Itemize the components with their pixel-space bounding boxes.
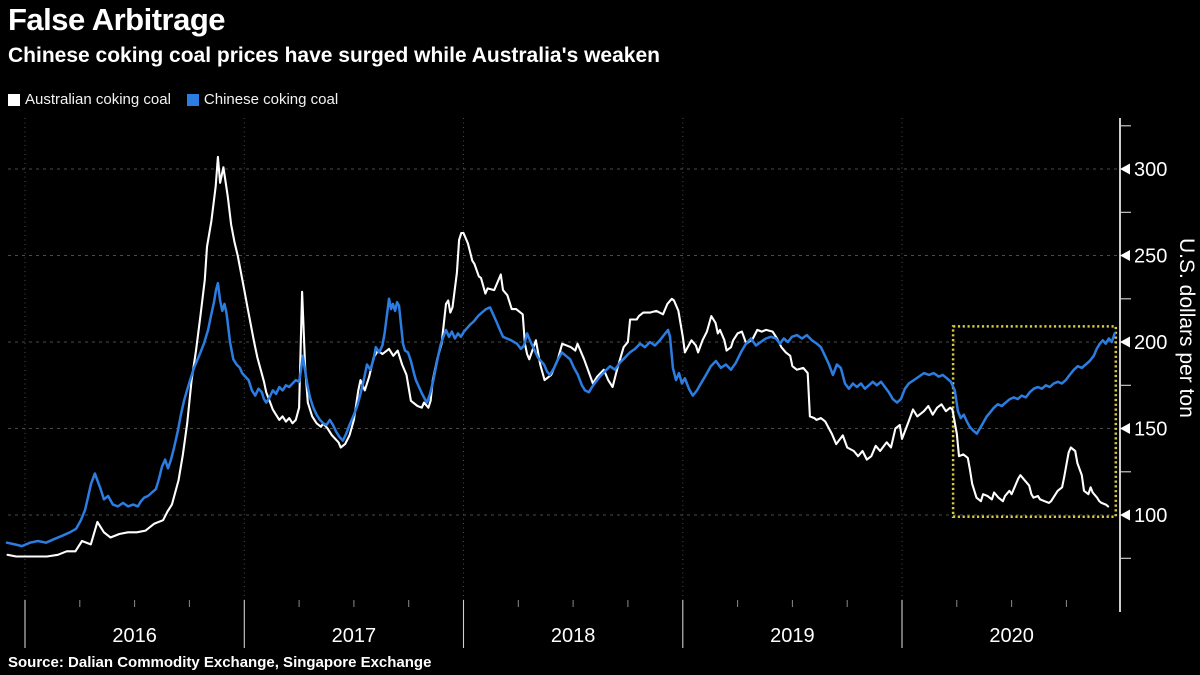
y-tick-arrow-icon [1120,509,1130,521]
legend-label-chinese: Chinese coking coal [203,91,339,108]
y-tick-label: 150 [1134,419,1167,441]
series-line-chinese [5,281,1116,548]
chart-title: False Arbitrage [8,2,226,37]
legend-swatch-chinese-icon [186,93,199,106]
legend-item-chinese-coking-coal: Chinese coking coal [186,91,339,108]
chart-subtitle: Chinese coking coal prices have surged w… [8,44,660,67]
y-tick-label: 200 [1134,332,1167,354]
legend-item-australian-coking-coal: Australian coking coal [8,91,171,108]
x-tick-label: 2020 [989,625,1034,647]
y-tick-arrow-icon [1120,163,1130,175]
y-tick-arrow-icon [1120,336,1130,348]
x-tick-label: 2019 [770,625,815,647]
y-tick-label: 250 [1134,246,1167,268]
x-tick-label: 2016 [112,625,157,647]
series-line-australian [6,155,1110,558]
x-tick-label: 2018 [551,625,596,647]
legend-label-australian: Australian coking coal [25,91,171,108]
x-tick-label: 2017 [332,625,377,647]
source-line: Source: Dalian Commodity Exchange, Singa… [8,654,432,671]
y-tick-arrow-icon [1120,250,1130,261]
y-tick-arrow-icon [1120,423,1130,434]
highlight-box [951,325,1118,518]
chart-legend: Australian coking coal Chinese coking co… [8,91,338,108]
y-axis-title: U.S. dollars per ton [1175,238,1198,418]
y-tick-label: 300 [1134,159,1167,181]
legend-swatch-australian-icon [8,93,20,106]
y-tick-label: 100 [1134,505,1167,527]
